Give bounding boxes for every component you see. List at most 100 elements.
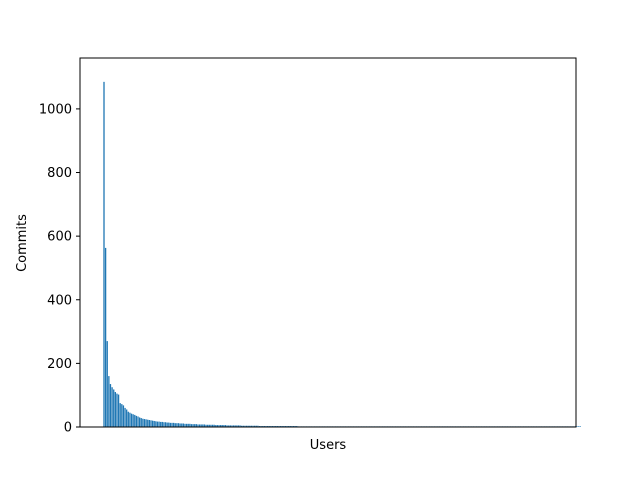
bar xyxy=(254,425,256,427)
bar xyxy=(135,415,138,427)
bar xyxy=(229,425,232,427)
bar xyxy=(134,414,136,427)
bar xyxy=(147,419,149,427)
bar xyxy=(143,419,146,427)
bar xyxy=(153,420,155,427)
bar xyxy=(219,425,222,427)
bar xyxy=(111,387,113,427)
y-tick-label: 1000 xyxy=(39,102,72,117)
bar xyxy=(198,424,201,427)
bar xyxy=(226,425,228,427)
bar xyxy=(187,423,189,427)
y-tick-label: 600 xyxy=(47,230,72,245)
bar xyxy=(218,425,220,427)
bar xyxy=(200,424,202,427)
bar xyxy=(163,422,165,427)
y-tick-label: 0 xyxy=(64,421,72,436)
bar xyxy=(237,425,240,427)
bar xyxy=(114,392,116,427)
bar xyxy=(150,420,152,427)
y-axis-label: Commits xyxy=(15,214,30,272)
bar xyxy=(104,247,107,427)
bar xyxy=(244,425,246,427)
bar xyxy=(108,376,110,427)
bar xyxy=(103,81,105,428)
bar xyxy=(138,417,141,427)
plot-frame xyxy=(79,57,577,428)
bar xyxy=(241,425,243,427)
bar xyxy=(213,424,215,427)
bar xyxy=(223,425,225,427)
bar xyxy=(234,425,236,427)
bar xyxy=(231,425,233,427)
bar xyxy=(194,424,196,427)
bar xyxy=(122,405,125,427)
bar xyxy=(145,419,147,427)
y-tick-label: 400 xyxy=(47,293,72,308)
bar xyxy=(221,425,223,427)
bar xyxy=(242,425,244,427)
bar xyxy=(210,424,212,427)
bar xyxy=(232,425,235,427)
bar xyxy=(164,422,167,427)
bar xyxy=(250,425,253,427)
bar xyxy=(127,411,129,427)
bars-group xyxy=(103,81,581,428)
bar xyxy=(224,425,227,427)
bar xyxy=(106,341,108,427)
bar xyxy=(189,423,191,427)
bar xyxy=(202,424,204,427)
bar xyxy=(116,393,118,427)
bar xyxy=(129,412,131,427)
bar xyxy=(132,414,134,427)
bar xyxy=(211,424,214,427)
bar xyxy=(177,423,180,427)
y-tick-label: 800 xyxy=(47,166,72,181)
bar xyxy=(255,425,257,427)
bar xyxy=(126,409,128,427)
bar xyxy=(190,424,193,427)
bar xyxy=(239,425,241,427)
bar xyxy=(173,422,175,427)
bar xyxy=(192,424,194,427)
bar xyxy=(176,423,178,427)
bar xyxy=(182,423,185,427)
bar xyxy=(197,424,199,427)
bar xyxy=(130,413,133,427)
bar xyxy=(207,424,209,427)
bar xyxy=(168,422,170,427)
bar xyxy=(184,423,186,427)
bar xyxy=(179,423,181,427)
bar xyxy=(228,425,230,427)
bar xyxy=(151,420,154,427)
bar xyxy=(155,421,157,427)
bar xyxy=(166,422,168,427)
bar xyxy=(121,404,123,427)
bar xyxy=(208,424,210,427)
bar xyxy=(185,423,188,427)
bar xyxy=(181,423,183,427)
bar xyxy=(109,384,112,427)
bar xyxy=(158,421,160,427)
x-axis-label: Users xyxy=(310,438,347,453)
bar xyxy=(579,426,581,427)
bar xyxy=(203,424,206,427)
bar xyxy=(171,422,173,427)
y-tick-label: 200 xyxy=(47,357,72,372)
bar xyxy=(148,420,151,427)
bar xyxy=(205,424,207,427)
bar xyxy=(142,418,144,427)
bar xyxy=(247,425,249,427)
y-axis-ticks: 0 200 400 600 800 1000 xyxy=(39,102,80,436)
bar xyxy=(124,407,126,427)
bar xyxy=(174,423,176,427)
bar xyxy=(169,422,172,427)
bar xyxy=(215,425,217,427)
bar xyxy=(245,425,248,427)
bar xyxy=(140,418,142,427)
bar xyxy=(576,426,578,427)
bar xyxy=(236,425,238,427)
bar xyxy=(113,389,115,427)
